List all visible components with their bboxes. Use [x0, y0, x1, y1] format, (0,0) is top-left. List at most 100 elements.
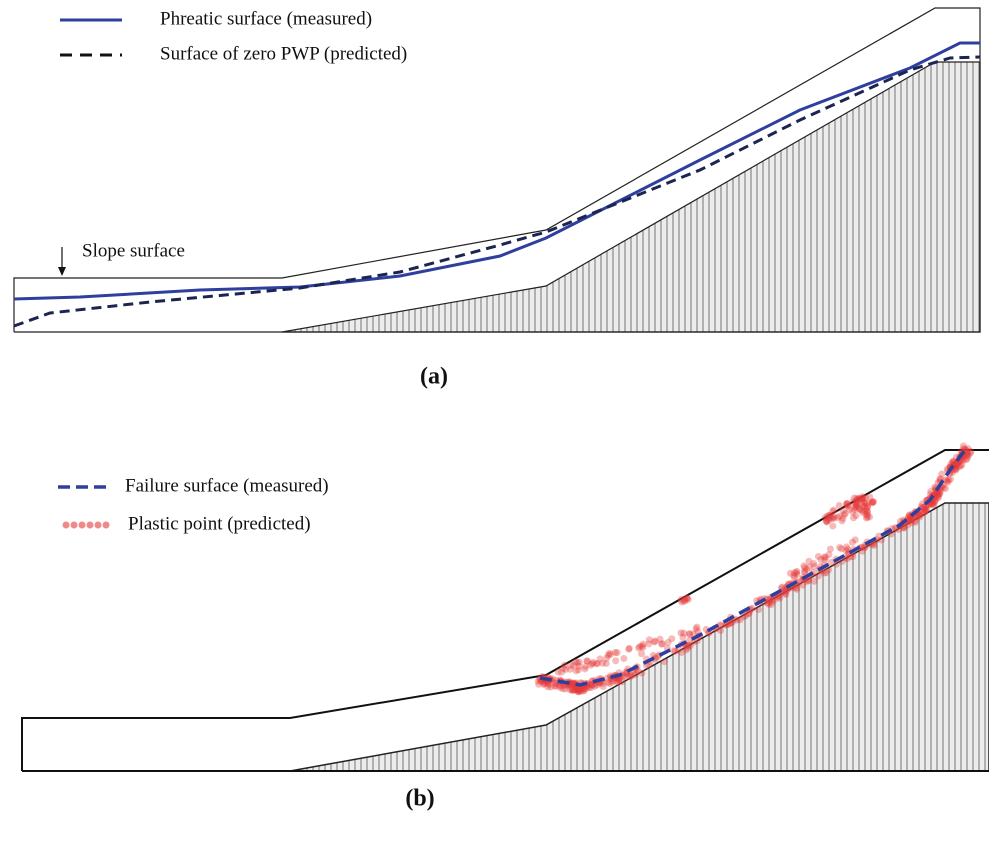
plastic-point [858, 499, 866, 507]
plastic-point [830, 514, 838, 522]
plastic-point [570, 685, 578, 693]
plastic-point [768, 595, 776, 603]
plastic-point [649, 651, 657, 659]
plastic-point [677, 629, 685, 637]
plastic-point [574, 686, 582, 694]
plastic-point [922, 505, 930, 513]
plastic-point [625, 645, 633, 653]
plastic-point [547, 683, 555, 691]
plastic-point [838, 545, 846, 553]
plastic-point [613, 678, 621, 686]
plastic-point [790, 571, 798, 579]
plastic-point [810, 577, 818, 585]
plastic-point [615, 676, 623, 684]
legend-label: Plastic point (predicted) [128, 513, 311, 534]
plastic-point [571, 658, 579, 666]
plastic-point [766, 597, 774, 605]
plastic-point [540, 680, 548, 688]
plastic-point [801, 564, 809, 572]
plastic-point [923, 506, 931, 514]
plastic-point [596, 655, 604, 663]
plastic-point [639, 644, 647, 652]
plastic-point [934, 493, 942, 501]
plastic-point [717, 622, 725, 630]
plastic-point [609, 677, 617, 685]
plastic-point [658, 640, 666, 648]
plastic-point [625, 644, 633, 652]
plastic-point [638, 669, 646, 677]
plastic-point [821, 514, 829, 522]
legend-label: Surface of zero PWP (predicted) [160, 43, 407, 64]
plastic-point [574, 688, 582, 696]
plastic-point [850, 494, 858, 502]
plastic-point [934, 490, 942, 498]
plastic-point [599, 683, 607, 691]
plastic-point [869, 498, 877, 506]
plastic-point [846, 553, 854, 561]
plastic-point [963, 449, 971, 457]
plastic-point [849, 553, 857, 561]
plastic-point [575, 687, 583, 695]
plastic-point [964, 452, 972, 460]
plastic-point [745, 609, 753, 617]
plastic-point [805, 557, 813, 565]
plastic-point [792, 584, 800, 592]
plastic-point [907, 516, 915, 524]
plastic-point [849, 508, 857, 516]
plastic-point [602, 660, 610, 668]
plastic-point [822, 569, 830, 577]
plastic-point [608, 678, 616, 686]
plastic-point [830, 506, 838, 514]
plastic-point [793, 585, 801, 593]
plastic-point [810, 560, 818, 568]
plastic-point [773, 593, 781, 601]
plastic-point [827, 558, 835, 566]
plastic-point [680, 597, 688, 605]
plastic-point [952, 466, 960, 474]
plastic-point [859, 494, 867, 502]
plastic-point [782, 587, 790, 595]
annotation: Slope surface [82, 240, 185, 261]
plastic-point [836, 512, 844, 520]
plastic-point [799, 581, 807, 589]
plastic-point [575, 658, 583, 666]
plastic-point [858, 547, 866, 555]
plastic-point [612, 657, 620, 665]
plastic-point [862, 494, 870, 502]
plastic-point [726, 619, 734, 627]
plastic-point [588, 681, 596, 689]
plastic-point [853, 500, 861, 508]
plastic-point [585, 684, 593, 692]
plastic-point [862, 499, 870, 507]
plastic-point [634, 667, 642, 675]
plastic-point [554, 668, 562, 676]
plastic-point [905, 513, 913, 521]
plastic-point [954, 458, 962, 466]
plastic-point [593, 681, 601, 689]
plastic-point [853, 503, 861, 511]
plastic-point [575, 686, 583, 694]
failure-surface [539, 448, 967, 687]
plastic-point [790, 569, 798, 577]
plastic-point [742, 612, 750, 620]
plastic-point [733, 616, 741, 624]
plastic-point [858, 543, 866, 551]
plastic-point [573, 659, 581, 667]
plastic-point [863, 513, 871, 521]
plastic-point [793, 567, 801, 575]
plastic-point [626, 672, 634, 680]
plastic-point [905, 516, 913, 524]
plastic-point [621, 672, 629, 680]
plastic-point [639, 640, 647, 648]
plastic-point [863, 508, 871, 516]
plastic-point [570, 661, 578, 669]
plastic-point [936, 490, 944, 498]
plastic-point [934, 491, 942, 499]
plastic-point [823, 518, 831, 526]
plastic-point [843, 555, 851, 563]
plastic-point [905, 511, 913, 519]
plastic-point [586, 680, 594, 688]
plastic-point [908, 515, 916, 523]
plastic-point [844, 502, 852, 510]
plastic-point [800, 562, 808, 570]
